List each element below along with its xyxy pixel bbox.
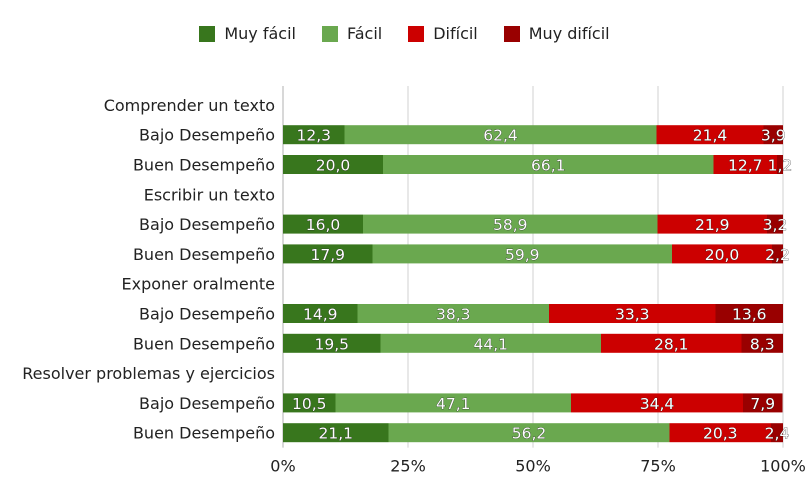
bar-segment-muy-dificil [767,214,783,234]
bar-segment-muy-dificil [743,393,783,413]
category-label: Buen Desempeño [133,245,275,264]
data-label-facil: 58,9 [493,216,528,234]
x-tick-label: 25% [390,457,426,476]
data-label-dificil: 12,7 [728,157,763,175]
legend-label-facil: Fácil [346,24,383,43]
data-label-facil: 62,4 [483,127,518,145]
bar-segment-muy-dificil [741,333,783,353]
category-group-label: Resolver problemas y ejercicios [22,364,275,383]
bar-segment-muy-dificil [763,125,783,145]
bar-segment-facil [372,244,672,264]
data-label-muy-dificil: 1,2 [768,157,793,175]
bar-segment-muy-dificil [777,155,783,174]
data-label-dificil: 21,9 [695,216,730,234]
bar-segment-facil [388,423,670,443]
category-label: Bajo Desempeño [139,215,275,234]
bar-segment-muy-dificil [771,423,783,443]
bar-segment-dificil [549,304,716,323]
category-label: Buen Desempeño [133,334,275,353]
bar-segment-muy-facil [283,125,345,145]
bar-segment-facil [357,304,549,323]
category-group-label: Comprender un texto [104,96,275,115]
bar-segment-facil [344,125,657,145]
bar-segment-muy-facil [283,423,389,443]
category-label: Bajo Desempeño [139,394,275,413]
data-label-dificil: 33,3 [615,306,650,324]
data-label-facil: 47,1 [436,395,471,413]
legend-item-muy-facil: Muy fácil [199,24,296,43]
legend-item-dificil: Difícil [408,24,478,43]
data-label-facil: 66,1 [531,157,566,175]
category-label: Bajo Desempeño [139,305,275,324]
category-group-label: Escribir un texto [144,185,275,204]
data-label-facil: 59,9 [505,246,540,264]
data-label-muy-dificil: 8,3 [750,335,775,353]
category-label: Bajo Desempeño [139,126,275,145]
data-label-dificil: 20,3 [703,425,738,443]
data-label-muy-dificil: 3,9 [761,127,786,145]
data-label-facil: 38,3 [436,306,471,324]
bar-segment-muy-facil [283,244,373,264]
bar-segment-muy-facil [283,304,358,323]
data-label-muy-dificil: 3,2 [763,216,788,234]
bar-segment-facil [383,155,714,174]
data-label-muy-facil: 14,9 [303,306,338,324]
category-label: Buen Desempeño [133,424,275,443]
data-label-muy-dificil: 13,6 [732,306,767,324]
data-label-muy-facil: 19,5 [314,335,349,353]
bar-segment-muy-dificil [772,244,783,264]
bar-segment-dificil [601,333,742,353]
legend-swatch-dificil [408,25,425,42]
bar-segment-dificil [656,125,764,145]
bar-segment-muy-facil [283,214,363,234]
data-label-dificil: 20,0 [705,246,740,264]
data-label-dificil: 28,1 [654,335,689,353]
bar-segment-facil [363,214,658,234]
data-label-muy-facil: 21,1 [318,425,353,443]
legend-item-facil: Fácil [321,24,383,43]
category-label: Buen Desempeño [133,156,275,175]
legend-swatch-muy-facil [199,25,216,42]
bar-segment-muy-facil [283,333,381,353]
bar-segment-muy-facil [283,155,383,174]
bar-segment-dificil [672,244,772,264]
legend-item-muy-dificil: Muy difícil [503,24,610,43]
data-label-dificil: 21,4 [693,127,728,145]
data-label-muy-dificil: 2,2 [765,246,790,264]
bar-segment-dificil [713,155,777,174]
chart-legend: Muy fácil Fácil Difícil Muy difícil [0,24,809,43]
data-label-facil: 56,2 [512,425,547,443]
bar-segment-dificil [571,393,743,413]
legend-label-dificil: Difícil [433,24,478,43]
data-label-muy-facil: 12,3 [296,127,331,145]
bar-segment-dificil [669,423,771,443]
data-label-muy-dificil: 7,9 [750,395,775,413]
bar-segment-facil [335,393,571,413]
bar-segment-facil [380,333,601,353]
legend-label-muy-facil: Muy fácil [224,24,296,43]
x-tick-label: 100% [760,457,806,476]
x-tick-label: 50% [515,457,551,476]
data-label-facil: 44,1 [473,335,508,353]
legend-swatch-facil [321,25,338,42]
data-label-dificil: 34,4 [640,395,675,413]
legend-label-muy-dificil: Muy difícil [528,24,610,43]
data-label-muy-dificil: 2,4 [765,425,790,443]
x-tick-label: 0% [270,457,295,476]
category-group-label: Exponer oralmente [122,275,275,294]
data-label-muy-facil: 17,9 [310,246,345,264]
data-label-muy-facil: 20,0 [316,157,351,175]
legend-swatch-muy-dificil [503,25,520,42]
bar-segment-dificil [657,214,767,234]
x-tick-label: 75% [640,457,676,476]
bar-segment-muy-facil [283,393,336,413]
data-label-muy-facil: 10,5 [292,395,327,413]
data-label-muy-facil: 16,0 [306,216,341,234]
bar-segment-muy-dificil [715,304,783,323]
